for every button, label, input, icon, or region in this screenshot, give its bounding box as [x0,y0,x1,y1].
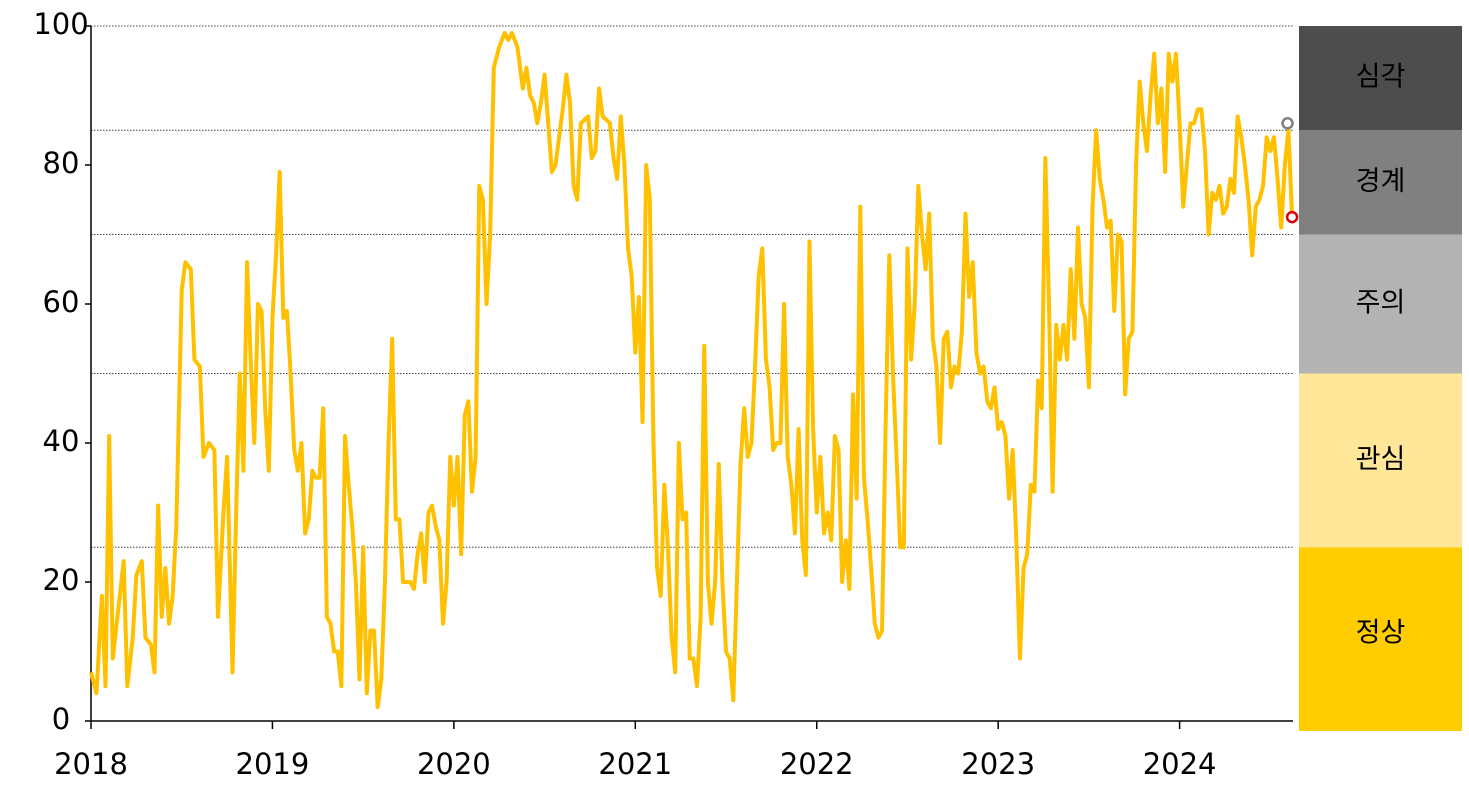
y-tick-label: 100 [33,7,88,41]
band [1299,26,1462,131]
x-tick-label: 2019 [236,747,310,781]
band [1299,373,1462,548]
band-label: 정상 [1356,618,1406,649]
band [1299,547,1462,731]
band-label: 심각 [1356,62,1406,93]
band [1299,130,1462,235]
y-tick-label: 80 [43,146,80,180]
x-tick-label: 2021 [598,747,672,781]
y-tick-label: 20 [43,563,80,597]
x-tick-label: 2018 [54,747,128,781]
band-label: 관심 [1356,444,1406,475]
x-tick-label: 2023 [961,747,1035,781]
y-tick-label: 40 [43,424,80,458]
band-label: 경계 [1356,166,1406,197]
y-tick-label: 0 [52,702,70,736]
band-label: 주의 [1356,288,1406,319]
x-tick-label: 2024 [1143,747,1217,781]
point-marker [1285,210,1299,224]
point-marker [1281,117,1294,130]
y-tick-label: 60 [43,285,80,319]
x-tick-label: 2022 [780,747,854,781]
band [1299,234,1462,374]
x-tick-label: 2020 [417,747,491,781]
data-line [89,30,1295,710]
